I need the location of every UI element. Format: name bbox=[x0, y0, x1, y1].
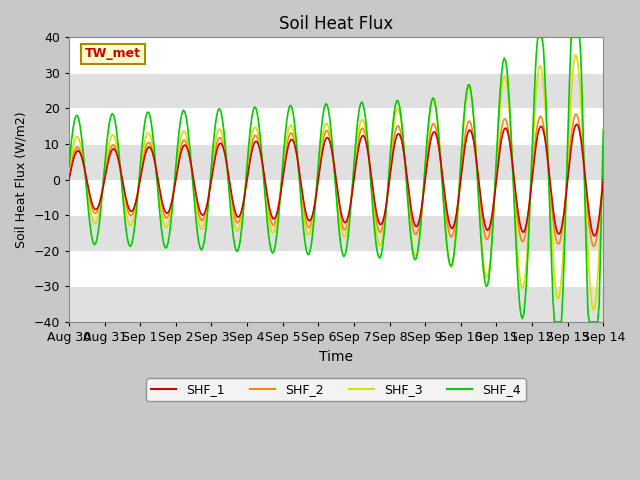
Bar bbox=[69, 144, 604, 180]
Text: TW_met: TW_met bbox=[85, 47, 141, 60]
SHF_4 bbox=[534, 35, 541, 40]
SHF_2 bbox=[525, 200, 533, 205]
SHF_3 bbox=[572, 52, 579, 58]
SHF_4 bbox=[83, 193, 91, 199]
Line: SHF_1: SHF_1 bbox=[69, 124, 604, 236]
Bar bbox=[69, 287, 604, 322]
Line: SHF_3: SHF_3 bbox=[69, 55, 604, 310]
Bar bbox=[69, 251, 604, 287]
SHF_1 bbox=[591, 233, 599, 239]
Legend: SHF_1, SHF_2, SHF_3, SHF_4: SHF_1, SHF_2, SHF_3, SHF_4 bbox=[147, 378, 526, 401]
Bar bbox=[69, 215, 604, 251]
SHF_4 bbox=[598, 188, 605, 194]
SHF_3 bbox=[340, 234, 348, 240]
SHF_2 bbox=[600, 170, 607, 176]
SHF_2 bbox=[65, 174, 73, 180]
SHF_3 bbox=[600, 157, 607, 163]
Line: SHF_2: SHF_2 bbox=[69, 114, 604, 247]
SHF_2 bbox=[100, 178, 108, 184]
Line: SHF_4: SHF_4 bbox=[69, 37, 604, 322]
SHF_1 bbox=[100, 181, 108, 187]
SHF_3 bbox=[100, 176, 108, 182]
SHF_1 bbox=[340, 219, 348, 225]
SHF_3 bbox=[525, 212, 533, 218]
SHF_4 bbox=[446, 262, 454, 268]
SHF_4 bbox=[600, 127, 607, 133]
SHF_2 bbox=[572, 111, 579, 117]
SHF_1 bbox=[446, 222, 454, 228]
SHF_1 bbox=[598, 191, 605, 196]
Bar bbox=[69, 37, 604, 73]
Y-axis label: Soil Heat Flux (W/m2): Soil Heat Flux (W/m2) bbox=[15, 111, 28, 248]
SHF_4 bbox=[65, 164, 73, 170]
SHF_2 bbox=[598, 187, 605, 192]
SHF_3 bbox=[589, 307, 597, 313]
Bar bbox=[69, 180, 604, 215]
SHF_3 bbox=[65, 170, 73, 176]
Bar bbox=[69, 108, 604, 144]
SHF_2 bbox=[446, 232, 454, 238]
SHF_1 bbox=[83, 179, 91, 184]
SHF_4 bbox=[550, 319, 558, 325]
SHF_1 bbox=[65, 177, 73, 182]
SHF_4 bbox=[100, 172, 108, 178]
SHF_3 bbox=[83, 186, 91, 192]
SHF_2 bbox=[589, 244, 597, 250]
SHF_4 bbox=[340, 253, 348, 259]
SHF_1 bbox=[525, 201, 533, 207]
X-axis label: Time: Time bbox=[319, 349, 353, 363]
Bar bbox=[69, 73, 604, 108]
SHF_1 bbox=[600, 177, 607, 182]
SHF_3 bbox=[446, 262, 454, 267]
SHF_2 bbox=[83, 182, 91, 188]
Title: Soil Heat Flux: Soil Heat Flux bbox=[279, 15, 393, 33]
SHF_2 bbox=[340, 227, 348, 232]
SHF_1 bbox=[573, 121, 580, 127]
SHF_4 bbox=[525, 217, 533, 223]
SHF_3 bbox=[598, 190, 605, 195]
